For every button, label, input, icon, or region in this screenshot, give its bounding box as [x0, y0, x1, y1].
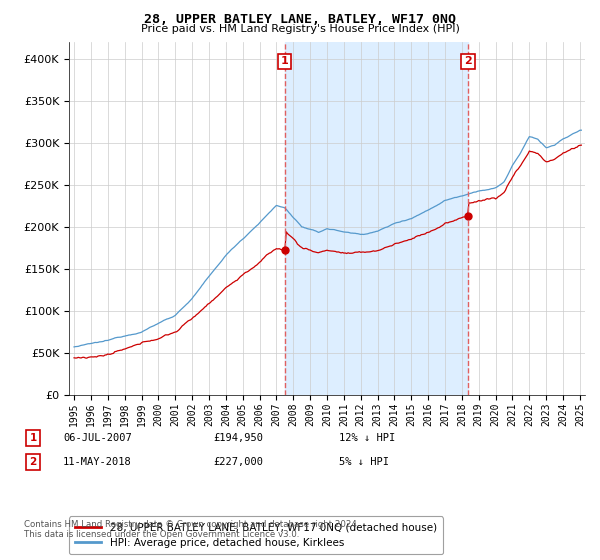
Legend: 28, UPPER BATLEY LANE, BATLEY, WF17 0NQ (detached house), HPI: Average price, de: 28, UPPER BATLEY LANE, BATLEY, WF17 0NQ …: [69, 516, 443, 554]
Text: 28, UPPER BATLEY LANE, BATLEY, WF17 0NQ: 28, UPPER BATLEY LANE, BATLEY, WF17 0NQ: [144, 13, 456, 26]
Text: 11-MAY-2018: 11-MAY-2018: [63, 457, 132, 467]
Bar: [285, 42, 468, 395]
Text: £194,950: £194,950: [213, 433, 263, 443]
Text: 06-JUL-2007: 06-JUL-2007: [63, 433, 132, 443]
Text: Price paid vs. HM Land Registry's House Price Index (HPI): Price paid vs. HM Land Registry's House …: [140, 24, 460, 34]
Text: Contains HM Land Registry data © Crown copyright and database right 2024.
This d: Contains HM Land Registry data © Crown c…: [24, 520, 359, 539]
Text: 2: 2: [464, 57, 472, 66]
Text: £227,000: £227,000: [213, 457, 263, 467]
Text: 1: 1: [281, 57, 289, 66]
Text: 2: 2: [29, 457, 37, 467]
Text: 12% ↓ HPI: 12% ↓ HPI: [339, 433, 395, 443]
Text: 5% ↓ HPI: 5% ↓ HPI: [339, 457, 389, 467]
Text: 1: 1: [29, 433, 37, 443]
